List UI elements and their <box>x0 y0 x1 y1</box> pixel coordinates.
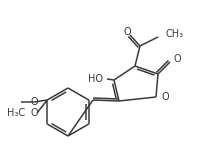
Text: HO: HO <box>88 74 103 84</box>
Text: O: O <box>162 92 170 102</box>
Text: CH₃: CH₃ <box>165 29 183 39</box>
Text: O: O <box>30 97 38 107</box>
Text: H₃C: H₃C <box>7 108 25 118</box>
Text: O: O <box>174 54 182 64</box>
Text: O: O <box>123 27 131 37</box>
Text: O: O <box>30 108 38 118</box>
